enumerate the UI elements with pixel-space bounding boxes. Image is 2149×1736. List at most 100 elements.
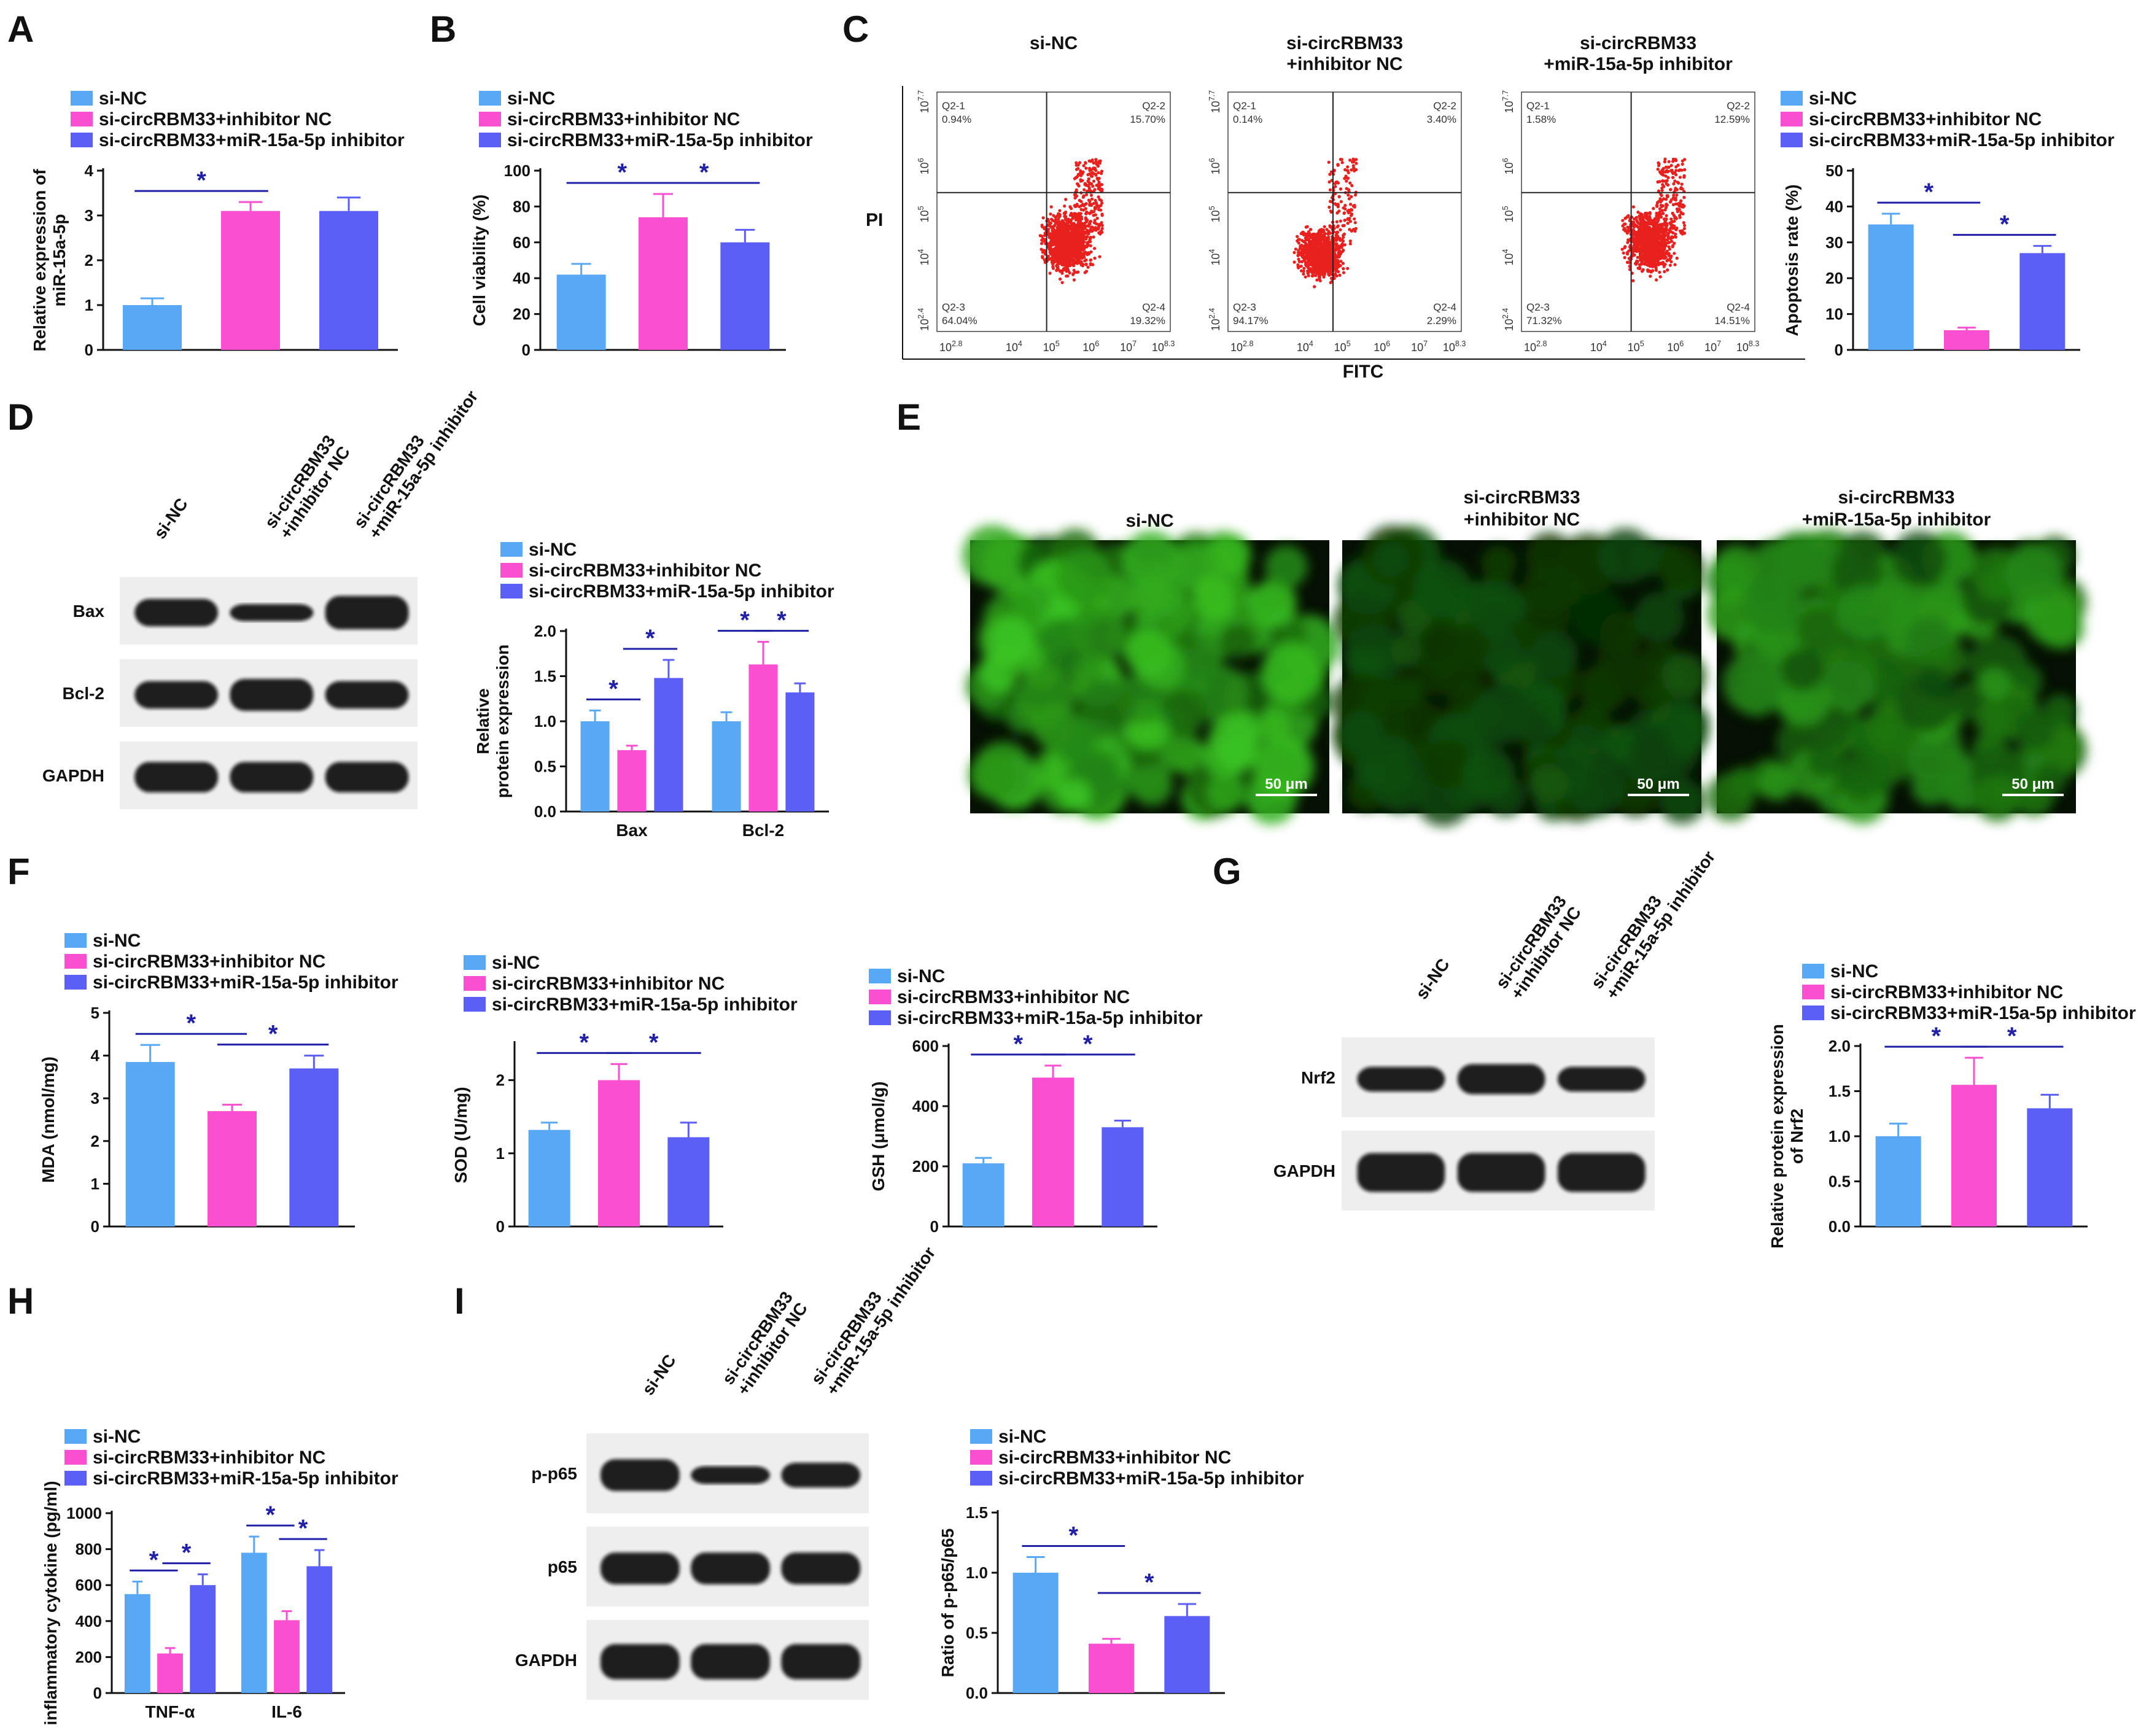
y-tick-label: 20: [1825, 269, 1843, 287]
event-point: [1329, 200, 1332, 203]
legend-swatch: [479, 112, 501, 126]
event-point: [1315, 238, 1318, 241]
event-point: [1072, 222, 1076, 225]
event-point: [1323, 234, 1326, 238]
event-point: [1087, 177, 1090, 180]
flow-x-tick: 104: [1006, 339, 1022, 354]
event-point: [1328, 188, 1332, 192]
event-point: [1292, 250, 1296, 254]
event-point: [1081, 247, 1084, 250]
event-point: [1329, 209, 1332, 213]
event-point: [1072, 278, 1076, 282]
flow-y-tick-exp: 4: [1208, 249, 1216, 254]
legend-swatch: [64, 975, 87, 990]
event-point: [1325, 255, 1329, 260]
event-point: [1085, 252, 1089, 255]
event-point: [1334, 269, 1338, 273]
flow-y-tick-base: 10: [1210, 210, 1222, 222]
flow-x-tick-base: 10: [939, 341, 952, 354]
event-point: [1672, 182, 1676, 186]
y-tick-label: 3: [91, 1089, 99, 1107]
cell-layer: [1705, 529, 2087, 824]
event-point: [1302, 248, 1307, 252]
legend-swatch: [479, 91, 501, 106]
flow-y-tick-exp: 2.4: [1208, 308, 1216, 319]
fluorescent-cell: [1568, 759, 1625, 816]
event-point: [1639, 222, 1643, 225]
legend-label: si-NC: [93, 931, 141, 951]
event-point: [1653, 223, 1657, 227]
blot-row-label: GAPDH: [42, 766, 104, 785]
event-point: [1065, 261, 1069, 265]
y-tick-label: 4: [91, 1047, 100, 1065]
y-tick-label: 2: [85, 251, 93, 269]
event-point: [1350, 208, 1354, 212]
flow-y-tick: 106: [1501, 158, 1515, 174]
event-point: [1058, 214, 1062, 219]
event-point: [1097, 171, 1100, 174]
fluorescent-cell: [1059, 779, 1092, 812]
event-point: [1345, 179, 1348, 183]
flow-plot-1: si-NCQ2-10.94%Q2-215.70%Q2-364.04%Q2-419…: [917, 33, 1175, 354]
event-point: [1094, 158, 1098, 161]
flow-x-tick-base: 10: [1082, 341, 1095, 354]
event-point: [1063, 204, 1067, 208]
event-point: [1052, 214, 1055, 217]
quadrant-name: Q2-1: [1233, 100, 1256, 112]
event-point: [1077, 184, 1081, 188]
event-point: [1665, 217, 1668, 221]
event-point: [1314, 251, 1318, 255]
fluorescent-cell: [1896, 673, 1956, 733]
western-blot-d: si-NC si-circRBM33+inhibitor NCsi-circRBM…: [42, 387, 482, 809]
flow-x-tick-exp: 5: [1640, 339, 1644, 348]
event-point: [1090, 209, 1094, 213]
event-point: [1337, 244, 1340, 248]
event-point: [1057, 237, 1061, 241]
event-point: [1089, 263, 1092, 266]
event-point: [1049, 239, 1053, 243]
event-point: [1660, 204, 1664, 208]
event-point: [1669, 198, 1673, 202]
flow-x-tick-exp: 4: [1018, 339, 1022, 348]
flow-x-tick-base: 10: [1152, 341, 1164, 354]
y-tick-label: 0: [1835, 341, 1843, 359]
event-point: [1665, 252, 1669, 255]
event-point: [1083, 271, 1087, 274]
event-point: [1078, 205, 1081, 209]
event-point: [1312, 249, 1315, 253]
event-point: [1074, 261, 1078, 265]
event-point: [1040, 247, 1043, 251]
event-point: [1060, 271, 1064, 275]
bar: [208, 1111, 257, 1226]
quadrant-value: 19.32%: [1130, 315, 1165, 327]
fluorescent-cell: [1219, 622, 1256, 659]
blot-row-label: Bax: [73, 602, 105, 621]
lane-label: si-NC: [1412, 955, 1453, 1003]
event-point: [1340, 161, 1344, 165]
event-point: [1075, 215, 1079, 219]
event-point: [1680, 182, 1684, 186]
event-point: [1655, 211, 1658, 215]
protein-band: [1457, 1153, 1545, 1192]
event-point: [1342, 211, 1347, 215]
event-point: [1090, 225, 1094, 229]
event-point: [1666, 258, 1670, 262]
event-point: [1315, 257, 1319, 261]
legend-swatch: [1781, 112, 1803, 126]
y-tick-label: 1.5: [534, 667, 556, 686]
event-point: [1072, 226, 1076, 230]
fluorescent-cell: [1905, 618, 1955, 667]
quadrant-value: 0.94%: [942, 114, 971, 125]
event-point: [1040, 234, 1044, 238]
flow-plot-2: si-circRBM33+inhibitor NCQ2-10.14%Q2-23.…: [1208, 33, 1466, 354]
fluorescent-cell: [1389, 674, 1422, 707]
event-point: [1078, 240, 1081, 244]
event-point: [1067, 227, 1071, 231]
protein-band: [600, 1459, 680, 1491]
event-point: [1073, 230, 1076, 234]
fluorescent-cell: [1601, 725, 1638, 762]
protein-band: [134, 762, 219, 792]
fluorescent-cell: [2033, 763, 2067, 797]
